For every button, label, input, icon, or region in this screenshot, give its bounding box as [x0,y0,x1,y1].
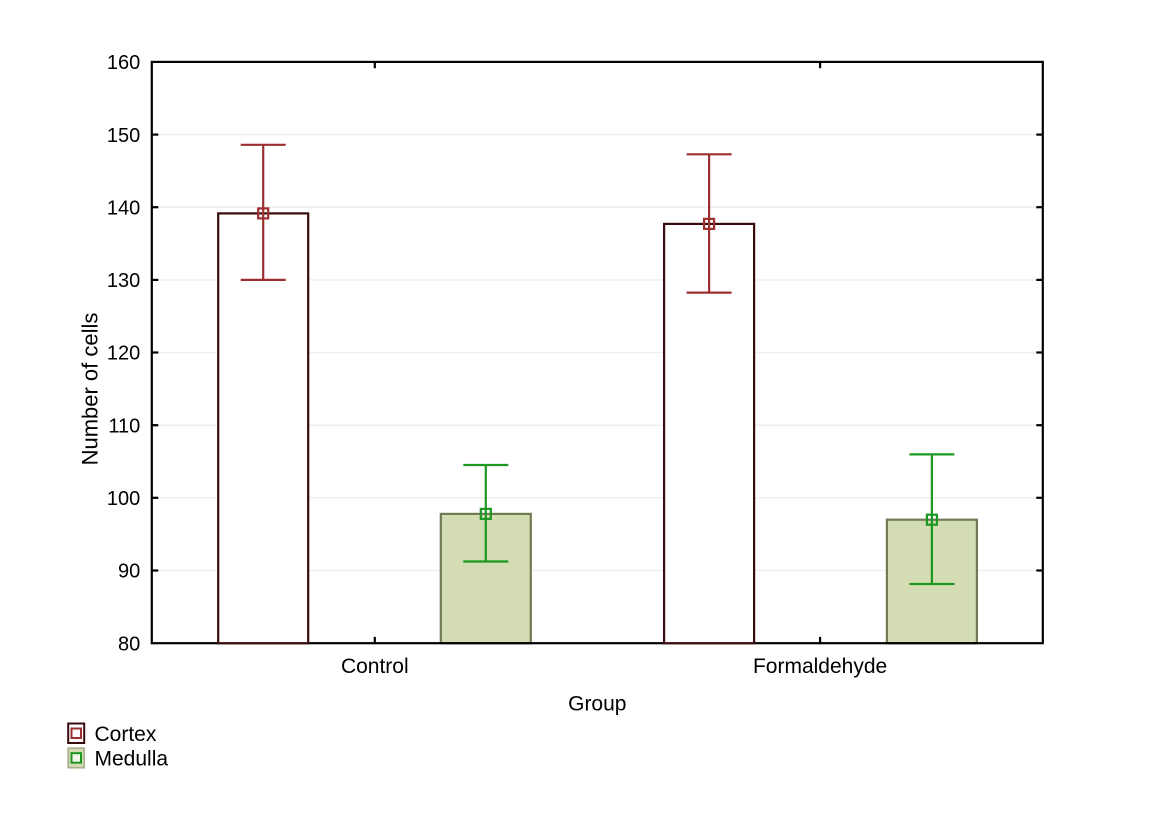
svg-text:Group: Group [568,693,626,716]
svg-text:Cortex: Cortex [95,723,157,746]
svg-text:120: 120 [107,343,140,365]
svg-text:Control: Control [341,655,409,678]
svg-text:80: 80 [118,633,140,655]
svg-text:150: 150 [107,125,140,147]
svg-text:90: 90 [118,561,140,583]
svg-text:130: 130 [107,270,140,292]
svg-text:Number of cells: Number of cells [78,313,103,466]
svg-text:100: 100 [107,488,140,510]
svg-text:Formaldehyde: Formaldehyde [753,655,887,678]
svg-text:110: 110 [108,415,140,437]
svg-text:Medulla: Medulla [95,748,169,771]
svg-text:140: 140 [107,197,140,219]
svg-text:160: 160 [107,52,140,74]
